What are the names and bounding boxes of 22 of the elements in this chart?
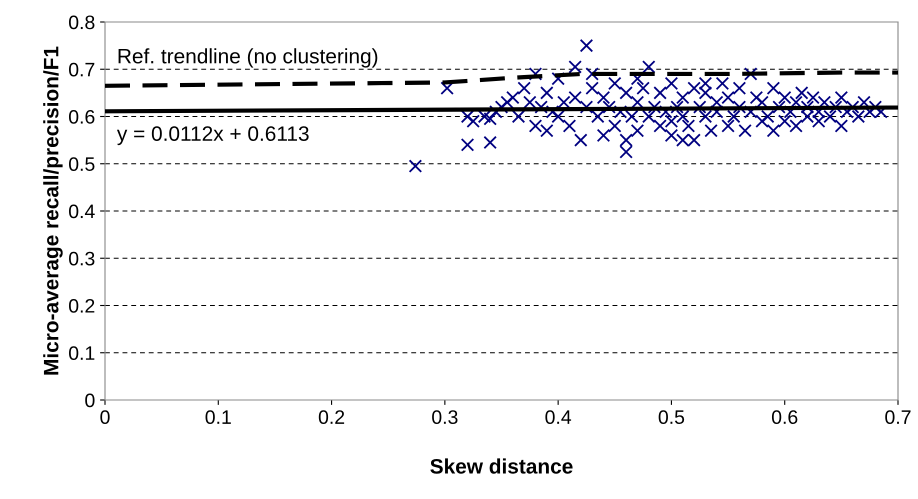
x-tick-label: 0.3: [432, 410, 458, 424]
y-tick-label: 0.7: [69, 62, 94, 76]
line-series: [105, 70, 898, 88]
x-tick-label: 0.2: [318, 410, 344, 424]
x-tick-label: 0: [100, 410, 110, 424]
x-axis-title: Skew distance: [430, 458, 573, 474]
x-tick-label: 0.1: [206, 410, 231, 424]
annotation: y = 0.0112x + 0.6113: [116, 126, 309, 146]
y-tick-label: 0.2: [69, 298, 94, 313]
x-tick-label: 0.7: [885, 410, 911, 424]
annotation: Ref. trendline (no clustering): [118, 48, 378, 68]
x-tick-label: 0.4: [545, 410, 572, 424]
y-tick-label: 0.3: [69, 252, 94, 266]
y-tick-label: 0: [85, 393, 95, 408]
x-tick-label: 0.6: [772, 410, 798, 424]
y-tick-label: 0.5: [69, 157, 94, 171]
y-tick-label: 0.1: [69, 346, 94, 360]
y-tick-label: 0.8: [69, 15, 94, 30]
y-axis-title: Micro-average recall/precision/F1: [43, 46, 63, 375]
y-tick-label: 0.4: [69, 204, 95, 218]
x-tick-label: 0.5: [658, 410, 684, 424]
y-tick-label: 0.6: [69, 110, 94, 124]
